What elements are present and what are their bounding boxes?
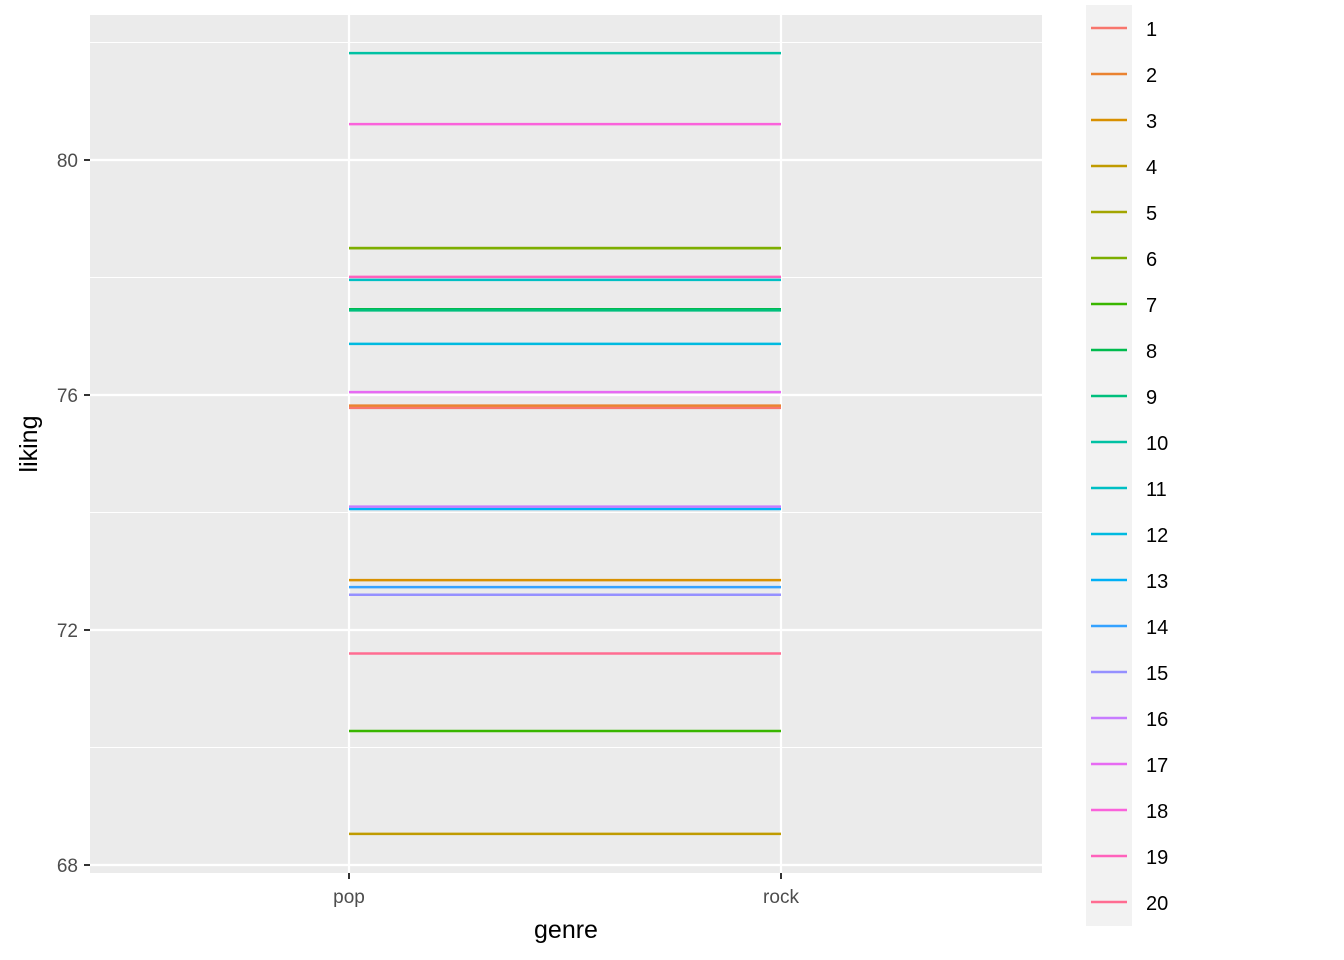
legend-label: 11: [1146, 479, 1167, 501]
legend-label: 9: [1146, 387, 1157, 409]
y-tick-label: 76: [57, 386, 78, 407]
legend-label: 14: [1146, 617, 1168, 639]
legend-label: 19: [1146, 847, 1168, 869]
legend-label: 15: [1146, 663, 1168, 685]
legend-label: 3: [1146, 111, 1157, 133]
legend-label: 20: [1146, 893, 1168, 915]
y-tick-label: 72: [57, 621, 78, 642]
legend-label: 13: [1146, 571, 1168, 593]
y-tick-label: 80: [57, 151, 78, 172]
legend-label: 17: [1146, 755, 1168, 777]
legend-label: 4: [1146, 157, 1157, 179]
x-tick-label: rock: [763, 887, 799, 908]
y-tick-label: 68: [57, 856, 78, 877]
x-tick-label: pop: [333, 887, 365, 908]
plot-panel: [90, 15, 1042, 873]
legend-label: 1: [1146, 19, 1157, 41]
legend-label: 12: [1146, 525, 1168, 547]
legend-label: 10: [1146, 433, 1168, 455]
y-axis-label: liking: [15, 416, 43, 473]
legend-label: 5: [1146, 203, 1157, 225]
legend-label: 16: [1146, 709, 1168, 731]
legend-label: 18: [1146, 801, 1168, 823]
x-axis-label: genre: [534, 916, 598, 944]
legend-label: 8: [1146, 341, 1157, 363]
legend-label: 6: [1146, 249, 1157, 271]
legend-background: [1086, 5, 1132, 926]
legend-label: 2: [1146, 65, 1157, 87]
legend-label: 7: [1146, 295, 1157, 317]
